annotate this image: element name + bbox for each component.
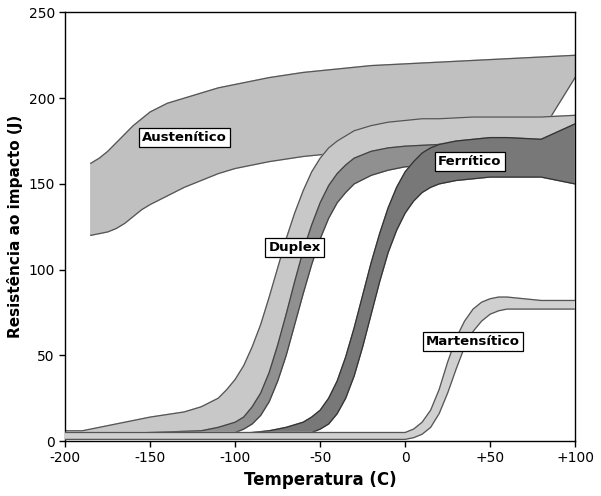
Text: Duplex: Duplex: [269, 241, 321, 254]
Polygon shape: [66, 124, 575, 439]
Text: Ferrítico: Ferrítico: [438, 155, 501, 168]
Polygon shape: [66, 143, 575, 439]
Y-axis label: Resistência ao impacto (J): Resistência ao impacto (J): [7, 115, 23, 338]
Text: Austenítico: Austenítico: [142, 131, 227, 144]
Text: Martensítico: Martensítico: [426, 335, 520, 348]
Polygon shape: [91, 56, 575, 235]
Polygon shape: [66, 115, 575, 439]
X-axis label: Temperatura (C): Temperatura (C): [244, 471, 397, 489]
Polygon shape: [66, 297, 575, 439]
